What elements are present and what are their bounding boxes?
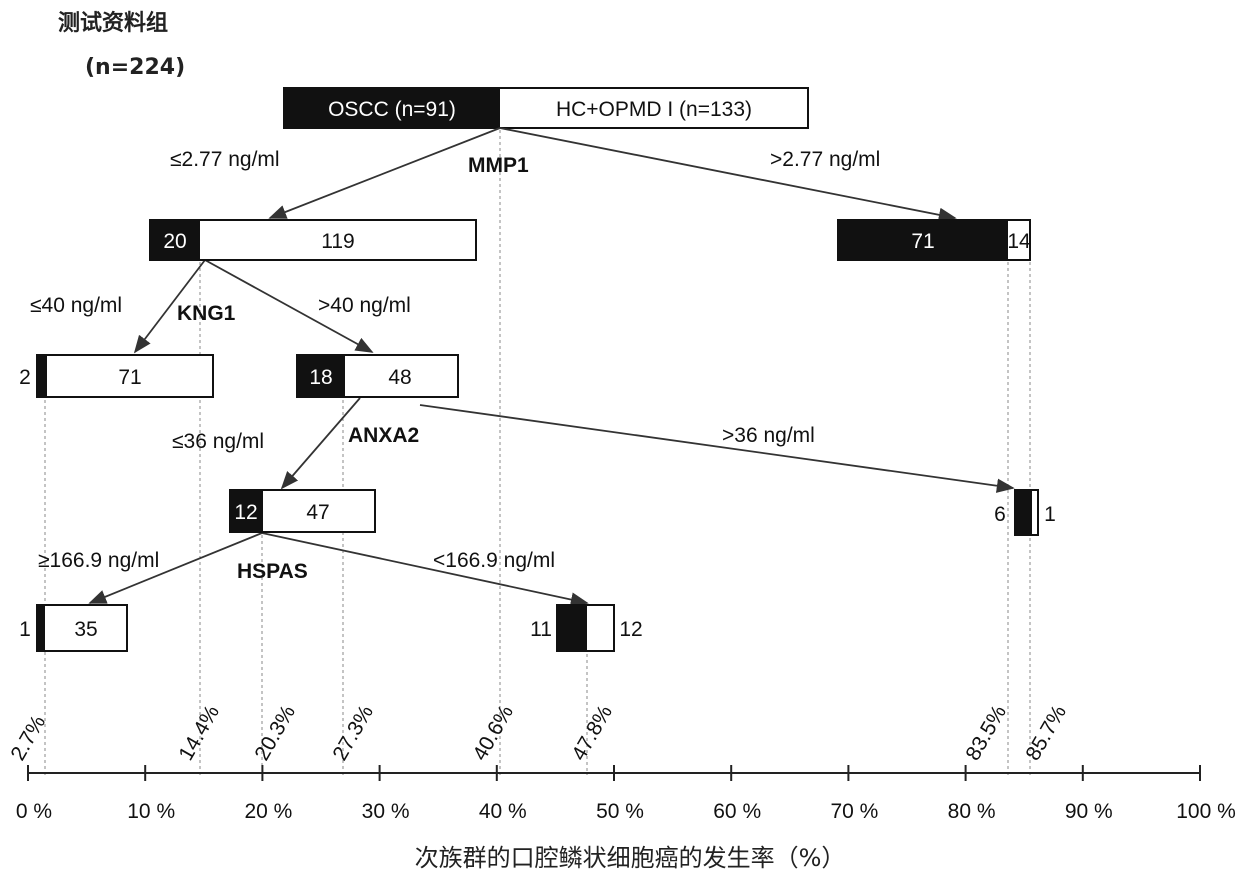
anxa2-right-label: >36 ng/ml (722, 424, 815, 447)
rate-label: 85.7% (1021, 701, 1071, 764)
kng1-right-label: >40 ng/ml (318, 294, 411, 317)
axis-tick-label: 70 % (830, 800, 878, 823)
node-c-oscc: 2 (19, 366, 31, 389)
node-h-oscc: 11 (530, 618, 552, 641)
dataset-n: (n=224) (85, 55, 185, 80)
node-g-other: 35 (74, 618, 97, 641)
node-a: 20 119 (149, 219, 477, 261)
node-b-oscc: 71 (911, 230, 934, 253)
x-axis-label: 次族群的口腔鳞状细胞癌的发生率（%） (415, 844, 846, 872)
node-h: 11 12 (530, 604, 643, 652)
rate-label: 20.3% (250, 701, 300, 764)
node-g: 1 35 (19, 604, 128, 652)
mmp1-left-label: ≤2.77 ng/ml (170, 148, 280, 171)
axis-tick-label: 40 % (479, 800, 527, 823)
hspas-left-label: ≥166.9 ng/ml (38, 549, 159, 572)
axis-tick-label: 60 % (713, 800, 761, 823)
axis-tick-label: 50 % (596, 800, 644, 823)
anxa2-left-label: ≤36 ng/ml (172, 430, 264, 453)
node-a-oscc: 20 (163, 230, 186, 253)
x-axis: 0 % 10 % 20 % 30 % 40 % 50 % 60 % 70 % 80 % 90 % 1… (16, 765, 1236, 823)
rate-guide-lines (44, 130, 1031, 775)
node-e: 12 47 (229, 489, 376, 533)
node-d-other: 48 (388, 366, 411, 389)
rate-label: 14.4% (174, 701, 224, 764)
hspas-marker: HSPAS (237, 560, 308, 583)
dataset-title: 测试资料组 (58, 10, 168, 36)
root-node: OSCC (n=91) HC+OPMD I (n=133) (283, 87, 809, 129)
node-e-other: 47 (306, 501, 329, 524)
kng1-left-label: ≤40 ng/ml (30, 294, 122, 317)
node-b: 71 14 (837, 219, 1031, 261)
node-d: 18 48 (296, 354, 459, 398)
anxa2-marker: ANXA2 (348, 424, 419, 447)
rate-label: 40.6% (468, 701, 518, 764)
axis-tick-label: 30 % (362, 800, 410, 823)
rate-labels: 2.7% 14.4% 20.3% 27.3% 40.6% 47.8% 83.5%… (6, 701, 1071, 764)
rate-label: 27.3% (328, 701, 378, 764)
axis-tick-label: 20 % (244, 800, 292, 823)
node-h-other: 12 (619, 618, 642, 641)
node-d-oscc: 18 (309, 366, 332, 389)
mmp1-marker: MMP1 (468, 154, 529, 177)
node-e-oscc: 12 (234, 501, 257, 524)
rate-label: 47.8% (567, 701, 617, 764)
node-c: 2 71 (19, 354, 214, 398)
hspas-right-label: <166.9 ng/ml (433, 549, 555, 572)
axis-tick-label: 100 % (1176, 800, 1236, 823)
node-f-oscc: 6 (994, 503, 1006, 526)
node-f: 6 1 (994, 489, 1056, 536)
rate-label: 2.7% (6, 712, 50, 765)
node-a-other: 119 (321, 230, 354, 253)
root-oscc: OSCC (n=91) (328, 98, 456, 121)
axis-tick-label: 10 % (127, 800, 175, 823)
node-f-other: 1 (1044, 503, 1056, 526)
node-c-other: 71 (118, 366, 141, 389)
node-b-other: 14 (1007, 230, 1031, 253)
rate-label: 83.5% (961, 701, 1011, 764)
axis-tick-label: 0 % (16, 800, 52, 823)
axis-tick-label: 90 % (1065, 800, 1113, 823)
branch-arrows (88, 127, 1015, 607)
node-g-oscc: 1 (19, 618, 31, 641)
kng1-marker: KNG1 (177, 302, 236, 325)
root-other: HC+OPMD I (n=133) (556, 98, 752, 121)
mmp1-right-label: >2.77 ng/ml (770, 148, 880, 171)
axis-tick-label: 80 % (948, 800, 996, 823)
